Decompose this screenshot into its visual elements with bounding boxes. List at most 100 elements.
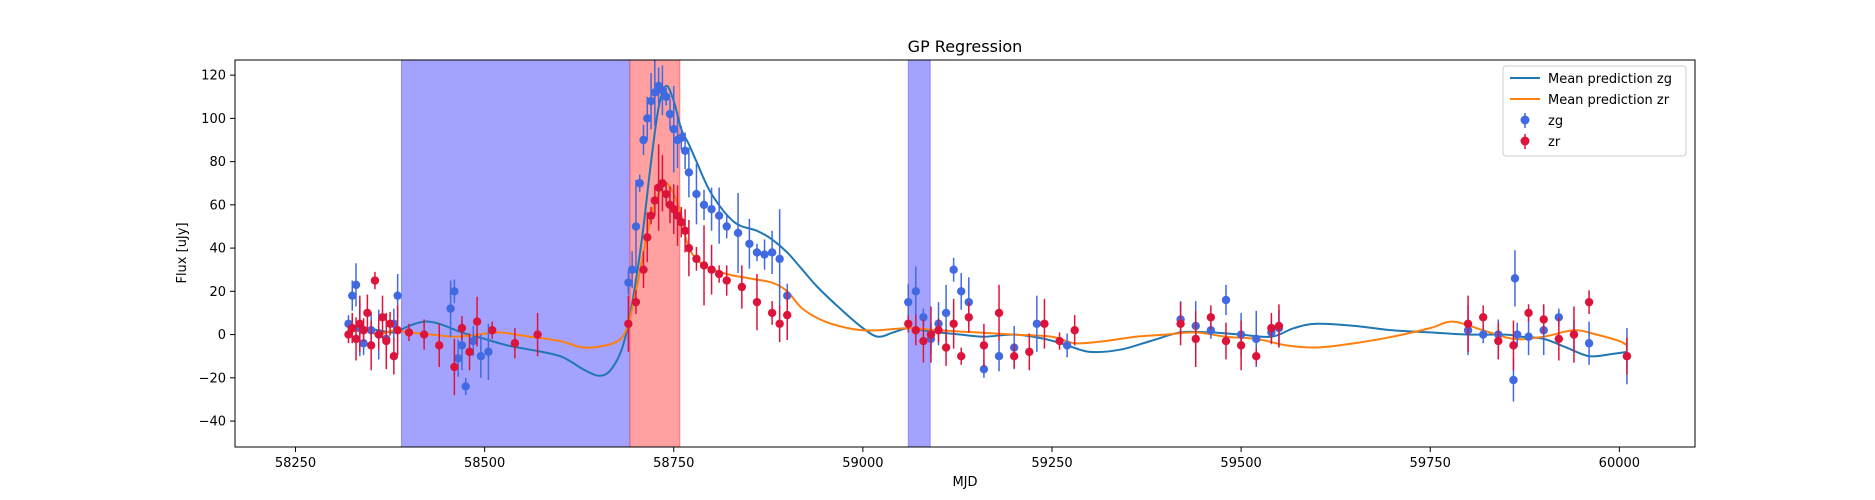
zg-point: [450, 287, 459, 296]
y-tick-label: −20: [199, 371, 226, 386]
zr-point: [1584, 297, 1594, 307]
zr-point: [1025, 347, 1034, 357]
legend-swatch-zg-point: [1520, 115, 1530, 125]
zg-point: [661, 92, 671, 101]
legend: Mean prediction zg Mean prediction zr zg…: [1502, 65, 1687, 157]
zr-point: [510, 339, 520, 348]
legend-box: [1502, 65, 1687, 157]
plot-frame: [234, 59, 1696, 448]
zg-point: [393, 291, 402, 300]
mean-prediction-zg: [348, 84, 1628, 377]
zr-point: [941, 343, 951, 352]
zr-point: [465, 347, 474, 357]
zr-point: [488, 326, 497, 335]
y-tick-label: 40: [209, 242, 226, 257]
mean-prediction-zr: [348, 182, 1628, 349]
zg-point: [1584, 339, 1594, 348]
zr-point: [374, 330, 383, 339]
zr-point: [639, 265, 648, 274]
zr-point: [707, 265, 716, 274]
zg-point: [1513, 330, 1522, 339]
zg-point: [453, 354, 463, 363]
x-tick-label: 60000: [1599, 456, 1640, 471]
zr-point: [714, 269, 724, 279]
y-tick-label: 20: [209, 285, 226, 300]
zr-point: [979, 341, 989, 350]
zr-point: [994, 308, 1004, 318]
zg-point: [359, 339, 368, 348]
zr-point: [348, 323, 357, 333]
zr-point: [533, 330, 542, 339]
legend-label-zr-line: Mean prediction zr: [1548, 93, 1670, 108]
zg-point: [1252, 334, 1261, 344]
zr-point: [658, 179, 667, 188]
x-tick-label: 58250: [275, 456, 316, 471]
zg-point: [1524, 332, 1533, 341]
zr-point: [783, 310, 792, 320]
legend-label-zg-points: zg: [1548, 114, 1563, 129]
zr-point: [382, 336, 391, 346]
y-axis-label: Flux [uJy]: [175, 222, 190, 283]
zg-point: [461, 382, 470, 391]
zg-point: [949, 265, 958, 274]
zr-point: [699, 261, 709, 270]
zg-point: [745, 239, 754, 248]
zg-point: [669, 124, 678, 134]
y-tick-label: 60: [209, 198, 226, 213]
zr-point: [926, 330, 936, 339]
zg-point: [627, 265, 637, 274]
zr-point: [904, 319, 913, 328]
zr-point: [351, 334, 361, 344]
zg-point: [646, 96, 656, 106]
zr-point: [767, 308, 777, 318]
zg-point: [1206, 326, 1216, 335]
zr-point: [934, 326, 943, 335]
observations: [344, 60, 1632, 402]
zg-point: [714, 211, 724, 220]
zg-point: [677, 133, 686, 143]
zg-point: [680, 146, 690, 156]
zr-point: [1055, 336, 1064, 346]
zr-point: [919, 336, 928, 346]
x-tick-label: 59250: [1031, 456, 1072, 471]
zr-point: [363, 308, 372, 318]
zr-point: [949, 319, 958, 328]
zg-point: [665, 109, 675, 119]
zr-point: [419, 330, 429, 339]
zr-point: [680, 226, 690, 235]
zr-point: [661, 189, 671, 199]
zr-point: [1554, 334, 1564, 344]
zr-point: [957, 351, 966, 361]
zr-point: [775, 319, 784, 328]
y-tick-label: 80: [209, 155, 226, 170]
zr-point: [1176, 319, 1185, 328]
zg-point: [707, 204, 716, 214]
zr-point: [643, 233, 652, 242]
zg-point: [1032, 319, 1042, 328]
zg-point: [941, 308, 951, 318]
zg-point: [692, 189, 701, 199]
zr-point: [1267, 323, 1276, 333]
zr-point: [1569, 330, 1579, 339]
zr-point: [393, 326, 402, 335]
zg-point: [1510, 274, 1520, 283]
mean-prediction-lines: [348, 84, 1628, 377]
zr-point: [1494, 336, 1503, 346]
zg-point: [684, 168, 694, 177]
zr-point: [1070, 326, 1079, 335]
zg-point: [446, 304, 455, 313]
x-axis: 58250 58500 58750 59000 59250 59500 59750 60000: [275, 447, 1640, 471]
zg-point: [351, 280, 361, 290]
zr-point: [624, 319, 633, 328]
zr-point: [964, 313, 973, 322]
zr-point: [1040, 319, 1049, 328]
zg-point: [919, 313, 928, 322]
zr-point: [385, 319, 395, 328]
zg-point: [767, 248, 777, 257]
zr-point: [359, 326, 368, 335]
x-tick-label: 58500: [464, 456, 505, 471]
zr-point: [1191, 334, 1200, 344]
zg-point: [484, 347, 493, 357]
zg-point: [1221, 295, 1231, 305]
